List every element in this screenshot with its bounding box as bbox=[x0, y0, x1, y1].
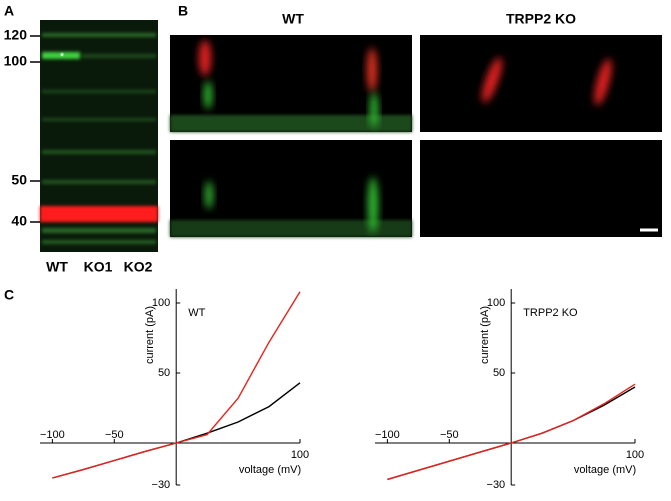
y-tick-label: −30 bbox=[487, 479, 506, 491]
micrograph bbox=[420, 35, 662, 132]
lane-label: WT bbox=[46, 259, 68, 275]
panel-label: A bbox=[4, 3, 14, 19]
column-title: TRPP2 KO bbox=[506, 11, 576, 27]
x-tick-label: −50 bbox=[105, 429, 124, 441]
micrograph bbox=[420, 140, 666, 237]
mw-marker: 40 bbox=[11, 213, 27, 229]
x-tick-label: 100 bbox=[291, 449, 309, 461]
panel-label: B bbox=[178, 3, 188, 19]
x-axis-label: voltage (mV) bbox=[239, 464, 301, 476]
y-tick-label: −30 bbox=[152, 479, 171, 491]
x-tick-label: 100 bbox=[626, 449, 644, 461]
y-tick-label: 50 bbox=[158, 367, 170, 379]
lane-label: KO1 bbox=[84, 259, 113, 275]
mw-marker: 120 bbox=[4, 27, 28, 43]
panel-label: C bbox=[4, 287, 14, 303]
mw-marker: 100 bbox=[4, 53, 28, 69]
annotation: TRPP2 KO bbox=[523, 307, 578, 319]
column-title: WT bbox=[282, 11, 304, 27]
asterisk: * bbox=[60, 51, 65, 63]
western-blot bbox=[30, 20, 158, 252]
x-axis-label: voltage (mV) bbox=[574, 464, 636, 476]
micrograph bbox=[170, 140, 412, 237]
iv-curve bbox=[52, 291, 301, 479]
mw-marker: 50 bbox=[11, 172, 27, 188]
x-tick-label: −100 bbox=[375, 429, 400, 441]
annotation: WT bbox=[188, 307, 205, 319]
x-tick-label: −100 bbox=[40, 429, 65, 441]
iv-curve bbox=[387, 383, 636, 481]
lane-label: KO2 bbox=[124, 259, 153, 275]
y-tick-label: 50 bbox=[493, 367, 505, 379]
micrograph bbox=[170, 35, 412, 132]
y-tick-label: 100 bbox=[487, 297, 505, 309]
y-axis-label: current (pA) bbox=[144, 306, 156, 364]
x-tick-label: −50 bbox=[440, 429, 459, 441]
y-axis-label: current (pA) bbox=[479, 306, 491, 364]
y-tick-label: 100 bbox=[152, 297, 170, 309]
